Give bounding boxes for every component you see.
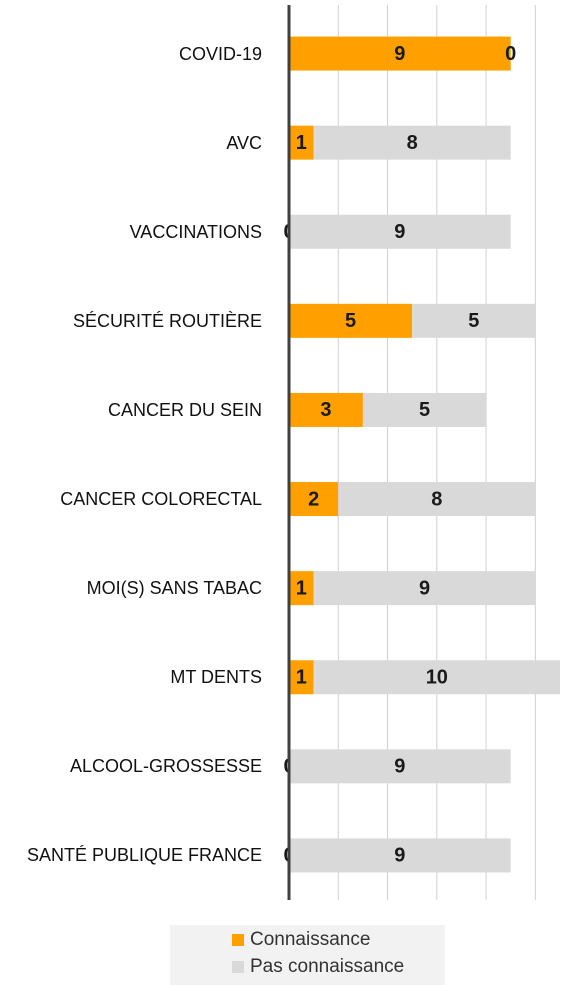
legend-item: Connaissance: [232, 929, 370, 951]
bar-segment: [289, 482, 339, 517]
value-label: 0: [505, 43, 516, 65]
legend-label: Pas connaissance: [250, 956, 405, 977]
category-label: VACCINATIONS: [129, 221, 262, 242]
value-label: 5: [419, 399, 430, 421]
bar-segment: [362, 392, 487, 427]
value-label: 9: [394, 43, 405, 65]
category-label: SÉCURITÉ ROUTIÈRE: [72, 310, 262, 331]
bar-segment: [313, 571, 536, 606]
bar-segment: [313, 660, 560, 695]
bar-segment: [289, 392, 363, 427]
legend-label: Connaissance: [250, 929, 371, 950]
category-label: MOI(S) SANS TABAC: [86, 578, 262, 599]
legend-swatch: [232, 961, 244, 973]
bar-segment: [412, 303, 536, 338]
chart: 901809553528191100909: [283, 5, 560, 900]
value-label: 5: [468, 310, 479, 332]
legend-item: Pas connaissance: [232, 956, 404, 978]
bar-segment: [313, 125, 511, 160]
category-label: SANTÉ PUBLIQUE FRANCE: [26, 845, 262, 866]
value-label: 8: [407, 132, 418, 154]
legend-swatch: [232, 934, 244, 946]
category-label: AVC: [226, 132, 262, 153]
value-label: 1: [296, 667, 307, 689]
bar-segment: [289, 125, 314, 160]
category-label: CANCER DU SEIN: [107, 399, 262, 420]
value-label: 3: [320, 399, 331, 421]
bar-segment: [289, 660, 314, 695]
bar-segment: [289, 303, 413, 338]
value-label: 9: [394, 845, 405, 867]
value-label: 9: [419, 577, 430, 599]
legend: Connaissance Pas connaissance: [170, 925, 445, 985]
bar-segment: [289, 214, 511, 249]
category-label: CANCER COLORECTAL: [60, 489, 262, 510]
value-label: 9: [394, 756, 405, 778]
category-label: MT DENTS: [170, 667, 262, 688]
value-label: 1: [296, 577, 307, 599]
bar-segment: [289, 571, 314, 606]
value-label: 5: [345, 310, 356, 332]
value-label: 8: [431, 488, 442, 510]
value-label: 2: [308, 488, 319, 510]
bar-segment: [289, 749, 511, 784]
value-label: 10: [426, 667, 448, 689]
bar-segment: [289, 838, 511, 873]
bar-segment: [289, 36, 511, 71]
bar-segment: [338, 482, 536, 517]
category-label: COVID-19: [178, 43, 262, 64]
value-label: 1: [296, 132, 307, 154]
value-label: 9: [394, 221, 405, 243]
category-label: ALCOOL-GROSSESSE: [69, 756, 262, 777]
